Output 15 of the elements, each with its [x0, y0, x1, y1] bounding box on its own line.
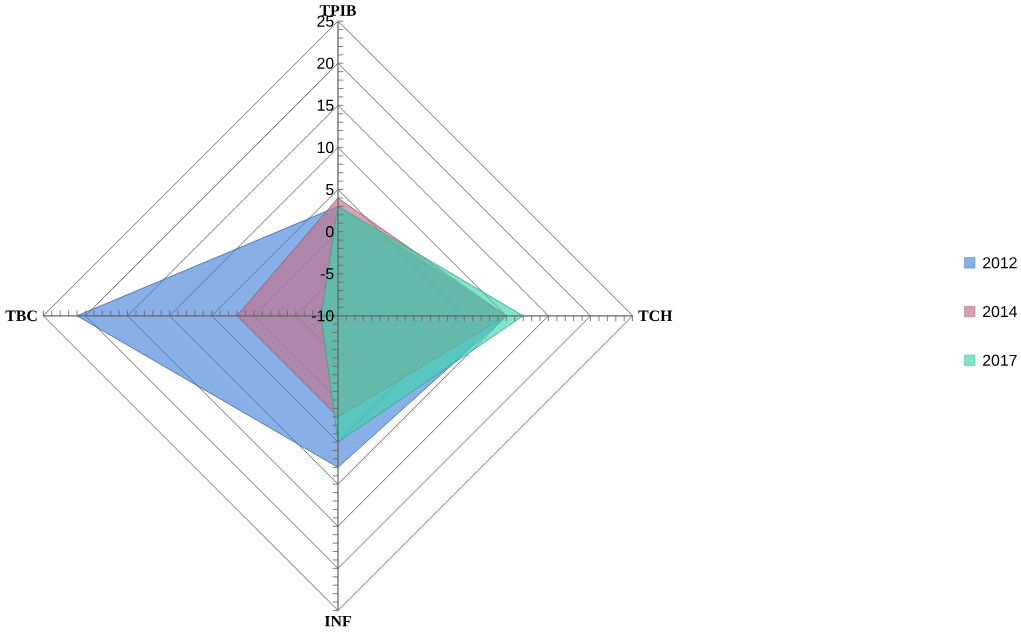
spoke-label: TBC — [5, 310, 37, 322]
y-tick-label: 0 — [326, 226, 334, 238]
y-tick-label: 20 — [317, 57, 334, 70]
legend-label: 2014 — [983, 306, 1018, 318]
legend-label: 2017 — [983, 354, 1017, 367]
y-tick-label: -5 — [320, 268, 334, 280]
y-tick-label: 15 — [317, 100, 334, 112]
y-tick-label: 5 — [326, 184, 334, 196]
spoke-label: TPIB — [319, 5, 357, 16]
y-tick-label: 10 — [317, 142, 334, 154]
y-tick-label: -10 — [312, 310, 334, 322]
spoke-label: TCH — [638, 310, 673, 322]
y-tick-label: 25 — [317, 15, 334, 27]
legend-label: 2012 — [983, 257, 1017, 269]
spoke-label: INF — [324, 616, 351, 627]
